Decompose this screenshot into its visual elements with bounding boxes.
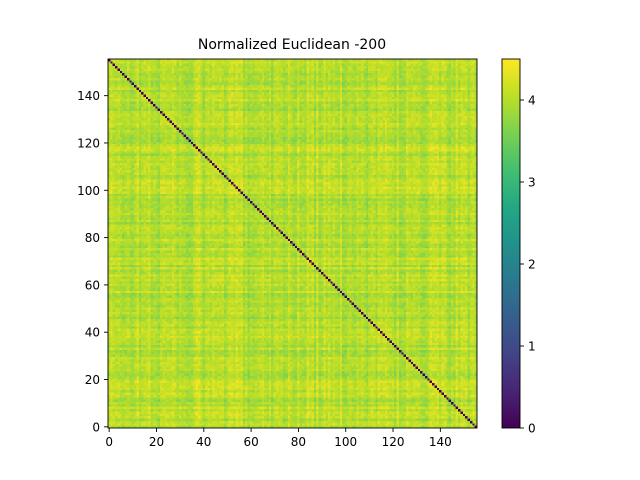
colorbar-gradient (502, 59, 520, 428)
y-tick-label: 140 (77, 89, 100, 103)
x-axis: 0 20 40 60 80 100 120 140 (105, 428, 452, 449)
x-tick-label: 100 (334, 435, 357, 449)
x-tick-label: 140 (429, 435, 452, 449)
x-tick-label: 120 (382, 435, 405, 449)
chart-title: Normalized Euclidean -200 (198, 37, 386, 53)
colorbar-ticks: 0 1 2 3 4 (520, 94, 536, 436)
y-tick-label: 80 (85, 231, 100, 245)
y-tick-label: 100 (77, 184, 100, 198)
heatmap-cells (108, 59, 477, 428)
colorbar-tick-label: 3 (528, 176, 536, 190)
colorbar-frame (501, 58, 521, 429)
y-axis: 0 20 40 60 80 100 120 140 (77, 89, 108, 434)
y-tick-label: 0 (92, 420, 100, 434)
colorbar-tick-label: 2 (528, 258, 536, 272)
colorbar-tick-label: 4 (528, 94, 536, 108)
x-tick-label: 20 (149, 435, 164, 449)
y-tick-label: 120 (77, 136, 100, 150)
y-tick-label: 20 (85, 373, 100, 387)
colorbar-tick-label: 0 (528, 422, 536, 436)
x-tick-label: 40 (196, 435, 211, 449)
y-tick-label: 60 (85, 278, 100, 292)
y-tick-label: 40 (85, 326, 100, 340)
x-tick-label: 60 (243, 435, 258, 449)
plot-frame (107, 58, 478, 429)
x-tick-label: 0 (105, 435, 113, 449)
colorbar-tick-label: 1 (528, 340, 536, 354)
heatmap-plot (107, 58, 478, 429)
colorbar: 0 1 2 3 4 (501, 58, 536, 436)
x-tick-label: 80 (291, 435, 306, 449)
